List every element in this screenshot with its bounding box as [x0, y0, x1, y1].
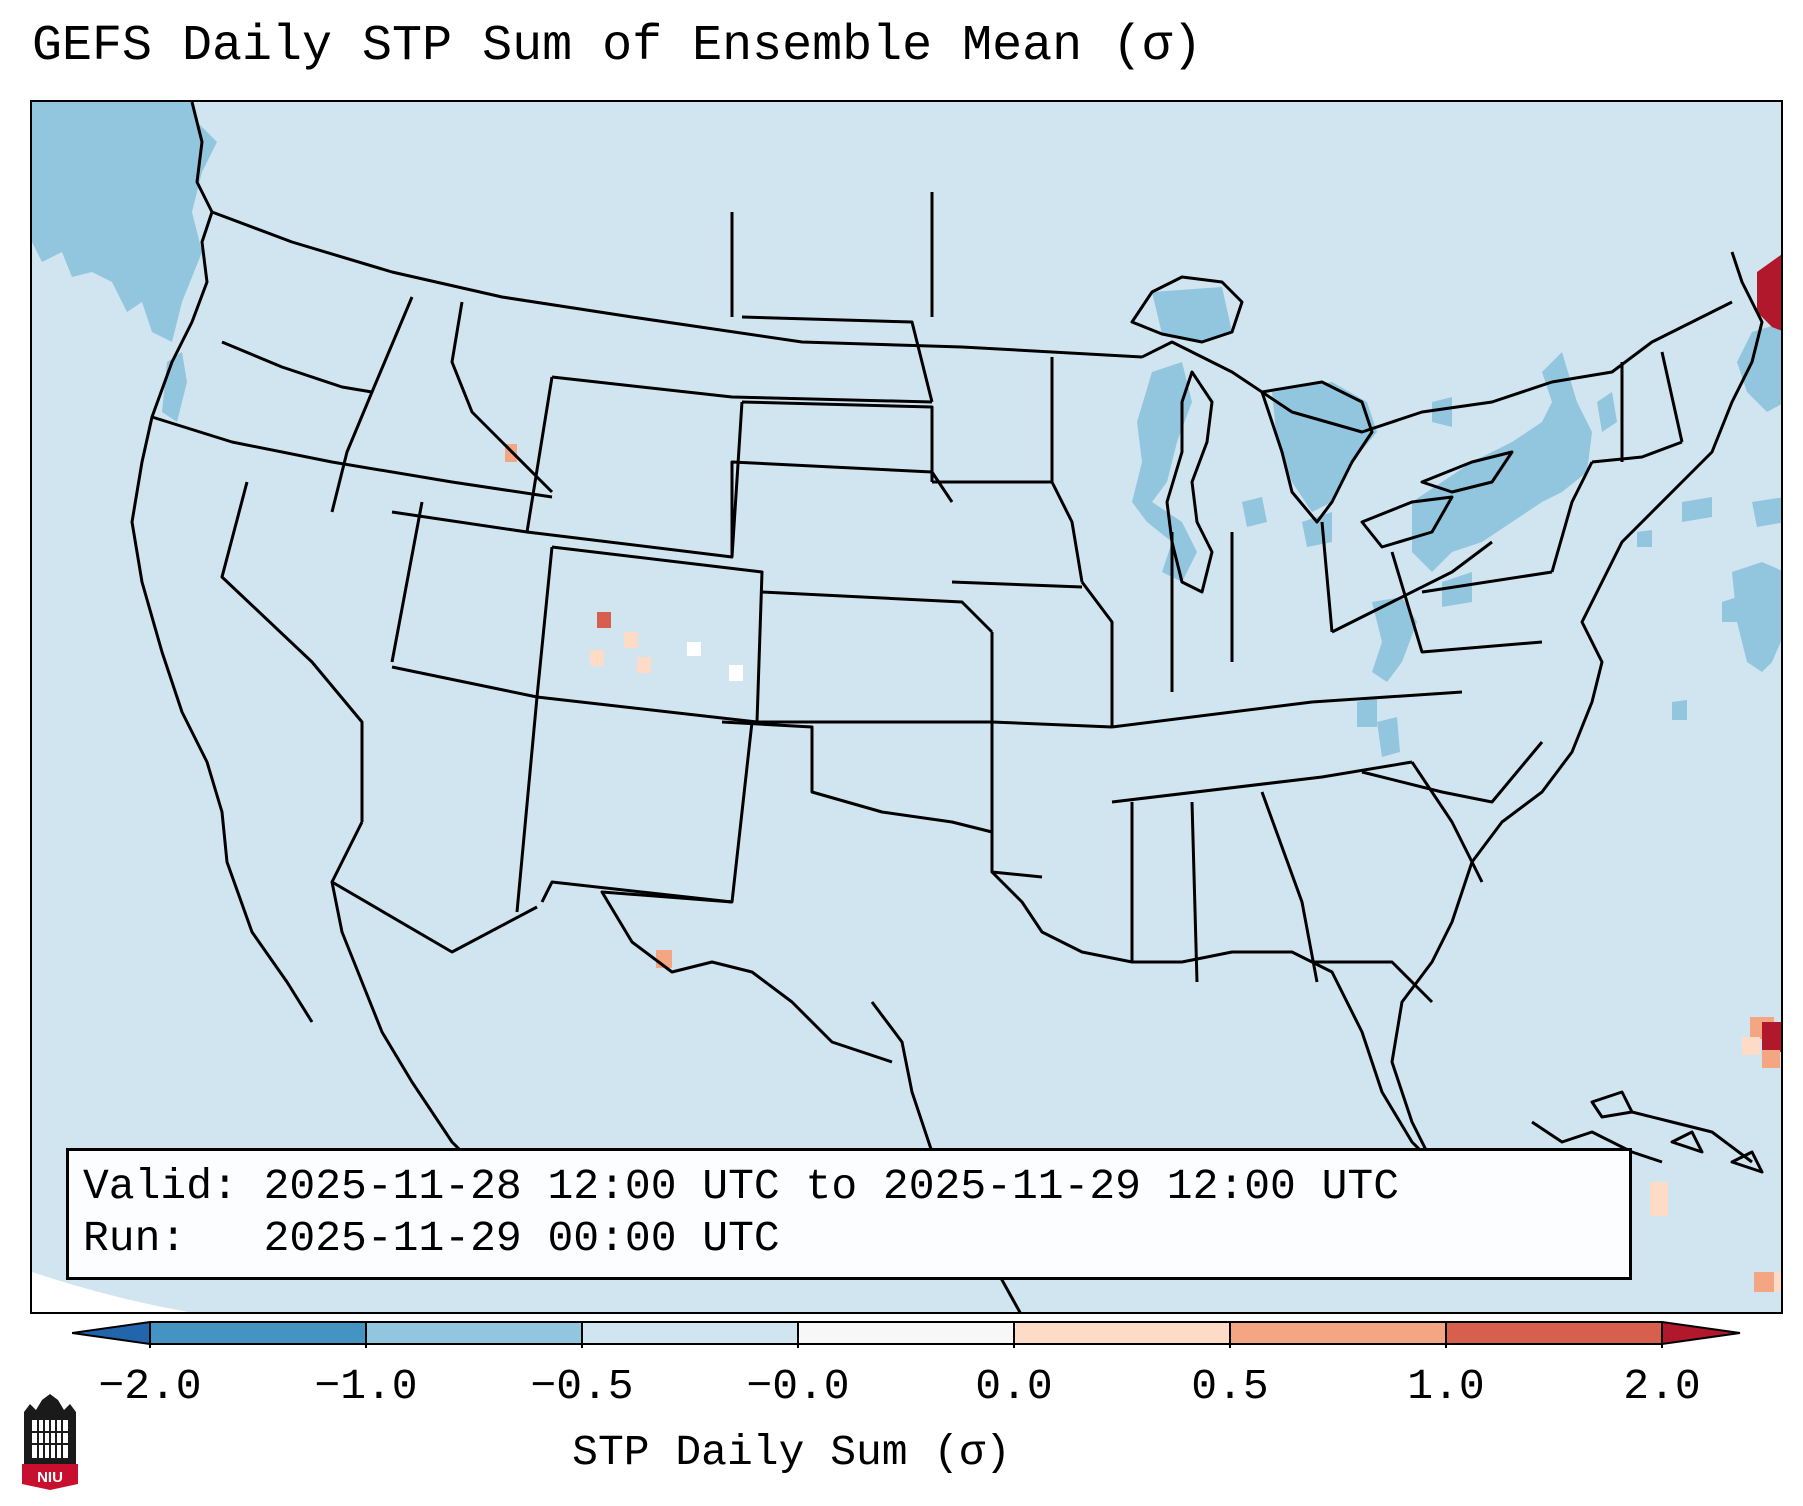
colorbar-segment	[1014, 1322, 1230, 1344]
colorbar-segment	[1446, 1322, 1662, 1344]
colorbar-segment	[366, 1322, 582, 1344]
projection-edge	[32, 1272, 189, 1312]
colorbar-segment	[150, 1322, 366, 1344]
colorbar-extend-low	[72, 1322, 150, 1344]
valid-time-text: Valid: 2025-11-28 12:00 UTC to 2025-11-2…	[83, 1162, 1400, 1211]
colorbar-segment	[798, 1322, 1014, 1344]
run-time-text: Run: 2025-11-29 00:00 UTC	[83, 1214, 780, 1263]
colorbar-tick-label: 0.5	[1191, 1362, 1269, 1411]
colorbar-tick-label: −0.0	[746, 1362, 850, 1411]
map-title: GEFS Daily STP Sum of Ensemble Mean (σ)	[32, 18, 1203, 75]
colorbar-tick-label: 1.0	[1407, 1362, 1485, 1411]
colorbar-tick-label: 2.0	[1623, 1362, 1701, 1411]
colorbar-label: STP Daily Sum (σ)	[572, 1428, 1011, 1477]
state-boundaries	[151, 192, 1733, 1064]
coastlines	[130, 102, 1764, 1312]
colorbar-segment	[1230, 1322, 1446, 1344]
positive-anomaly-cells	[505, 254, 1781, 1292]
colorbar-tick-label: −1.0	[314, 1362, 418, 1411]
map-canvas	[32, 102, 1781, 1312]
colorbar-tick-label: 0.0	[975, 1362, 1053, 1411]
colorbar	[72, 1321, 1741, 1348]
colorbar-extend-high	[1662, 1322, 1740, 1344]
niu-logo-icon: NIU	[22, 1394, 78, 1490]
colorbar-tick-label: −2.0	[98, 1362, 202, 1411]
colorbar-tick-label: −0.5	[530, 1362, 634, 1411]
valid-run-info-box: Valid: 2025-11-28 12:00 UTC to 2025-11-2…	[66, 1148, 1632, 1280]
colorbar-segment	[582, 1322, 798, 1344]
negative-anomaly-cells	[32, 102, 1781, 757]
map-panel	[30, 100, 1783, 1314]
logo-text: NIU	[37, 1469, 63, 1486]
